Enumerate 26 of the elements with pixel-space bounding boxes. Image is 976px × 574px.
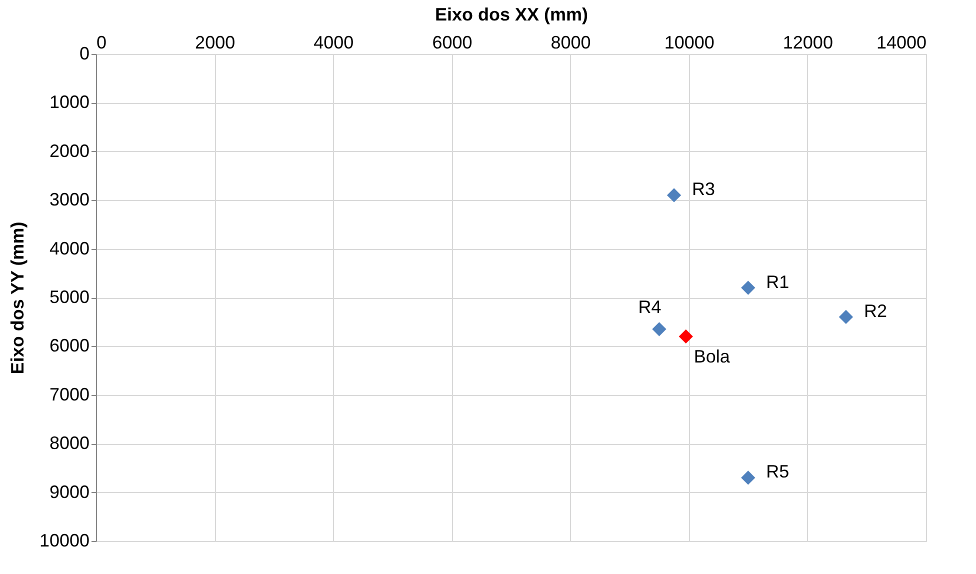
x-tick-label: 10000 bbox=[664, 32, 714, 52]
x-tick-label: 4000 bbox=[314, 32, 354, 52]
x-tick-label: 2000 bbox=[195, 32, 236, 52]
x-tick-label: 0 bbox=[96, 32, 107, 52]
y-tick-label: 6000 bbox=[49, 336, 90, 356]
y-tick-label: 1000 bbox=[49, 92, 90, 112]
y-tick-label: 5000 bbox=[49, 287, 90, 307]
y-tick-label: 4000 bbox=[49, 238, 90, 258]
y-tick-label: 2000 bbox=[49, 140, 90, 161]
annotation: Bola bbox=[694, 346, 731, 366]
y-tick-label: 3000 bbox=[49, 190, 90, 210]
y-tick-label: 8000 bbox=[49, 433, 90, 454]
x-tick-label: 14000 bbox=[876, 32, 926, 52]
annotation: R4 bbox=[638, 297, 662, 318]
x-tick-label: 12000 bbox=[782, 32, 833, 52]
annotation: R5 bbox=[766, 462, 790, 482]
y-tick-label: 9000 bbox=[49, 482, 90, 502]
x-axis-title: Eixo dos XX (mm) bbox=[434, 4, 588, 24]
y-tick-label: 7000 bbox=[49, 384, 90, 404]
annotation: R1 bbox=[766, 272, 790, 292]
y-axis-title: Eixo dos YY (mm) bbox=[7, 222, 28, 374]
x-tick-label: 8000 bbox=[550, 32, 591, 52]
annotation: R2 bbox=[864, 300, 887, 321]
x-tick-label: 6000 bbox=[432, 32, 472, 52]
y-tick-label: 10000 bbox=[39, 530, 90, 550]
annotation: R3 bbox=[692, 179, 716, 200]
